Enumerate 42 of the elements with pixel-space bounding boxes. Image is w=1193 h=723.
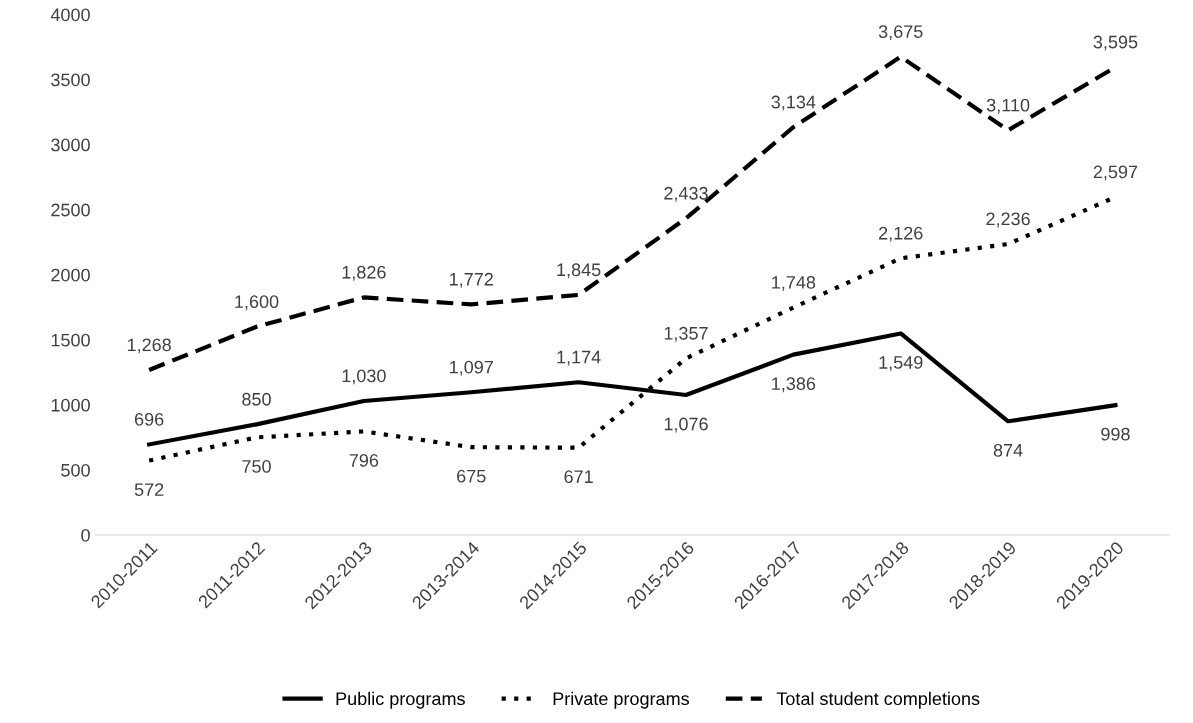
data-label: 1,826 bbox=[342, 265, 386, 281]
data-label: 2,433 bbox=[664, 186, 708, 202]
data-label: 1,268 bbox=[127, 338, 171, 354]
data-label: 1,030 bbox=[342, 369, 386, 385]
data-label: 1,174 bbox=[557, 350, 601, 366]
data-label: 2,236 bbox=[986, 212, 1030, 228]
y-tick-label: 3000 bbox=[51, 138, 90, 152]
data-label: 874 bbox=[993, 443, 1023, 457]
y-tick-label: 2500 bbox=[51, 203, 90, 217]
y-tick-label: 2000 bbox=[51, 268, 90, 282]
legend-label: Public programs bbox=[336, 691, 465, 709]
data-label: 2,126 bbox=[879, 226, 923, 242]
y-tick-label: 3500 bbox=[51, 73, 90, 87]
y-tick-label: 500 bbox=[61, 463, 90, 477]
y-tick-label: 0 bbox=[81, 528, 90, 542]
data-label: 3,134 bbox=[771, 95, 816, 111]
legend-label: Total student completions bbox=[776, 691, 980, 709]
data-label: 2,597 bbox=[1093, 165, 1138, 181]
data-label: 3,595 bbox=[1093, 35, 1138, 51]
data-label: 998 bbox=[1101, 427, 1130, 441]
data-label: 675 bbox=[457, 469, 486, 483]
data-label: 1,097 bbox=[450, 360, 493, 376]
data-label: 572 bbox=[134, 483, 164, 496]
data-label: 1,600 bbox=[235, 295, 279, 311]
y-tick-label: 1000 bbox=[51, 398, 90, 412]
data-label: 1,076 bbox=[664, 417, 708, 433]
data-label: 850 bbox=[242, 392, 271, 406]
data-label: 1,845 bbox=[557, 263, 601, 279]
data-label: 1,386 bbox=[772, 377, 816, 393]
data-label: 1,357 bbox=[664, 326, 708, 342]
data-label: 1,772 bbox=[450, 272, 493, 288]
data-label: 750 bbox=[242, 460, 271, 473]
data-label: 3,675 bbox=[878, 25, 923, 41]
data-label: 1,549 bbox=[879, 356, 923, 371]
y-tick-label: 1500 bbox=[51, 333, 90, 347]
data-label: 671 bbox=[564, 470, 593, 484]
data-label: 3,110 bbox=[986, 98, 1030, 114]
y-tick-label: 4000 bbox=[50, 8, 90, 22]
data-label: 796 bbox=[349, 454, 379, 467]
data-label: 696 bbox=[134, 412, 164, 426]
legend-label: Private programs bbox=[553, 691, 690, 709]
data-label: 1,748 bbox=[772, 275, 816, 291]
